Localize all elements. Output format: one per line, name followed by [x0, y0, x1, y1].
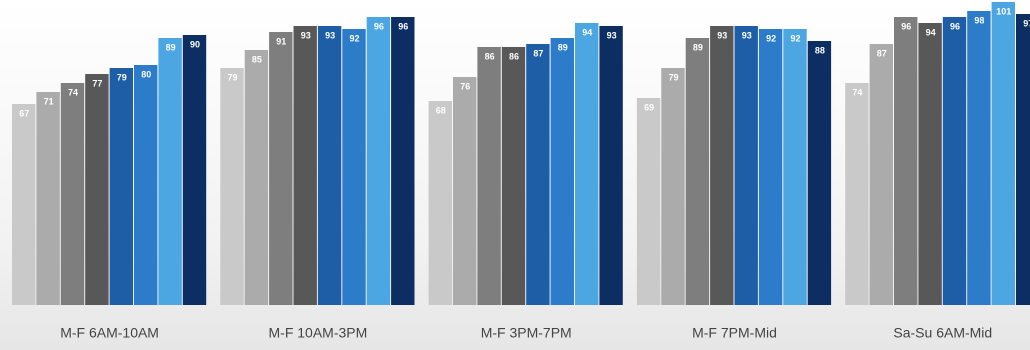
bar [758, 29, 783, 305]
value-label: 79 [668, 72, 678, 82]
bar [477, 47, 501, 305]
bar [783, 29, 807, 305]
x-tick-label: M-F 7PM-Mid [692, 325, 777, 341]
value-label: 93 [301, 30, 311, 40]
bar [134, 65, 158, 305]
bar [710, 26, 734, 305]
value-label: 96 [950, 21, 960, 31]
bar [182, 35, 207, 305]
value-label: 93 [742, 30, 752, 40]
x-tick-label: Sa-Su 6AM-Mid [893, 325, 992, 341]
bar [550, 38, 574, 305]
value-label: 92 [790, 33, 800, 43]
value-label: 76 [460, 81, 470, 91]
bar [293, 26, 317, 305]
bar [36, 92, 60, 305]
value-label: 87 [877, 48, 887, 58]
value-label: 67 [19, 108, 29, 118]
value-label: 89 [693, 42, 703, 52]
value-label: 74 [68, 87, 78, 97]
bar [942, 17, 967, 305]
bar [1016, 14, 1030, 305]
value-label: 92 [349, 33, 359, 43]
value-label: 94 [582, 27, 592, 37]
value-label: 101 [996, 6, 1011, 16]
bar [869, 44, 893, 305]
value-label: 97 [1023, 18, 1030, 28]
value-label: 79 [227, 72, 237, 82]
bar [109, 68, 133, 305]
value-label: 96 [901, 21, 911, 31]
value-label: 87 [533, 48, 543, 58]
bar [991, 2, 1015, 305]
value-label: 96 [398, 21, 408, 31]
x-tick-label: M-F 3PM-7PM [481, 325, 572, 341]
bar [60, 83, 85, 305]
bar [575, 23, 599, 305]
value-label: 79 [117, 72, 127, 82]
value-label: 92 [766, 33, 776, 43]
bar [526, 44, 550, 305]
value-label: 86 [509, 51, 519, 61]
bar [428, 101, 452, 305]
bar [894, 17, 918, 305]
bar [599, 26, 623, 305]
bar [391, 17, 415, 305]
value-label: 94 [926, 27, 936, 37]
bar [366, 17, 391, 305]
value-label: 71 [44, 96, 54, 106]
bar [220, 68, 244, 305]
value-label: 90 [190, 39, 200, 49]
value-label: 77 [92, 78, 102, 88]
value-label: 85 [252, 54, 262, 64]
bar [12, 104, 36, 305]
value-label: 89 [166, 42, 176, 52]
bar [918, 23, 942, 305]
value-label: 74 [852, 87, 862, 97]
bar [85, 74, 109, 305]
bar [158, 38, 182, 305]
value-label: 86 [485, 51, 495, 61]
value-label: 89 [558, 42, 568, 52]
bar [845, 83, 869, 305]
bar [317, 26, 342, 305]
bar [501, 47, 526, 305]
value-label: 91 [276, 36, 286, 46]
value-label: 69 [644, 102, 654, 112]
value-label: 93 [325, 30, 335, 40]
x-tick-label: M-F 10AM-3PM [269, 325, 368, 341]
bar [636, 98, 661, 305]
bar [661, 68, 685, 305]
value-label: 96 [374, 21, 384, 31]
bar [967, 11, 991, 305]
value-label: 93 [717, 30, 727, 40]
value-label: 68 [436, 105, 446, 115]
bar [807, 41, 832, 305]
x-tick-label: M-F 6AM-10AM [60, 325, 159, 341]
value-label: 88 [815, 45, 825, 55]
bar [734, 26, 758, 305]
value-label: 80 [141, 69, 151, 79]
bar [269, 32, 293, 305]
bar [453, 77, 477, 305]
bar [244, 50, 269, 305]
value-label: 93 [607, 30, 617, 40]
value-label: 98 [974, 15, 984, 25]
bar [685, 38, 710, 305]
bar [342, 29, 366, 305]
